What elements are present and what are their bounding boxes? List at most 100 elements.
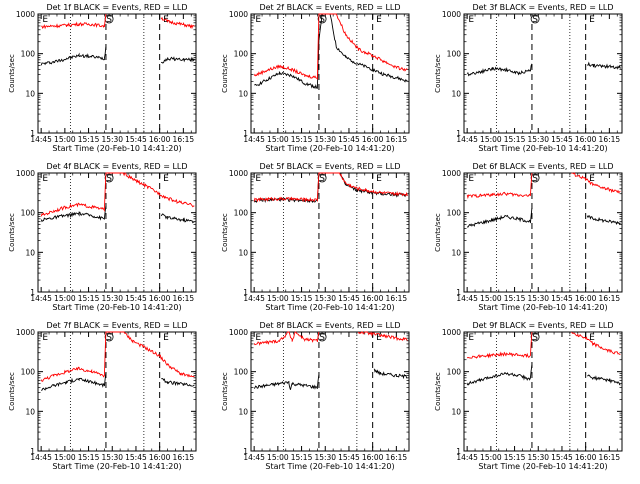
x-tick-label: 15:00	[480, 135, 502, 144]
marker-label: E	[163, 174, 169, 184]
y-tick-label: 1000	[442, 328, 461, 337]
marker-label: E	[255, 174, 261, 184]
x-tick-label: 15:30	[527, 294, 549, 303]
x-tick-label: 15:15	[291, 135, 313, 144]
x-tick-label: 14:45	[243, 294, 265, 303]
y-tick-label: 100	[21, 209, 36, 218]
x-tick-label: 16:15	[386, 294, 408, 303]
marker-circle	[104, 173, 114, 183]
plot-frame	[463, 172, 623, 293]
x-tick-label: 15:45	[338, 453, 360, 462]
y-tick-label: 100	[447, 209, 462, 218]
marker-label: S	[106, 333, 112, 343]
plot-frame	[250, 331, 410, 452]
series-line-black	[466, 61, 621, 77]
marker-label: S	[532, 333, 538, 343]
marker-label: E	[589, 15, 595, 25]
y-tick-label: 100	[234, 50, 249, 59]
plot-frame	[463, 13, 623, 134]
marker-label: S	[319, 174, 325, 184]
chart-panel-7: Det 7f BLACK = Events, RED = LLD 1 10 100 10…	[8, 321, 197, 471]
marker-circle	[317, 173, 327, 183]
series-line-black	[466, 208, 621, 228]
x-tick-label: 14:45	[243, 135, 265, 144]
y-tick-label: 1000	[442, 169, 461, 178]
x-tick-label: 15:30	[314, 294, 336, 303]
plot-frame	[37, 331, 197, 452]
x-tick-label: 15:45	[338, 294, 360, 303]
x-tick-label: 16:00	[575, 294, 597, 303]
x-tick-label: 16:15	[173, 135, 195, 144]
marker-label: S	[319, 15, 325, 25]
y-tick-label: 1000	[229, 169, 248, 178]
y-tick-label: 100	[447, 50, 462, 59]
x-tick-label: 15:45	[551, 135, 573, 144]
x-tick-label: 16:00	[149, 294, 171, 303]
y-tick-label: 1000	[229, 328, 248, 337]
x-tick-label: 16:15	[173, 453, 195, 462]
y-tick-label: 10	[238, 248, 248, 257]
x-tick-label: 15:15	[291, 294, 313, 303]
y-tick-label: 100	[447, 368, 462, 377]
marker-circle	[104, 332, 114, 342]
y-tick-label: 1000	[442, 10, 461, 19]
chart-panel-1: Det 1f BLACK = Events, RED = LLD 1 10 100 10…	[8, 3, 197, 153]
x-tick-label: 15:30	[527, 135, 549, 144]
marker-label: S	[106, 15, 112, 25]
series-line-red	[41, 13, 195, 30]
x-tick-label: 15:30	[101, 453, 123, 462]
y-axis-label: Counts/sec	[434, 213, 442, 252]
x-tick-label: 14:45	[30, 453, 52, 462]
series-line-black	[253, 368, 408, 390]
marker-label: S	[532, 174, 538, 184]
series-line-red	[40, 172, 195, 217]
y-axis-label: Counts/sec	[434, 54, 442, 93]
x-tick-label: 16:00	[362, 453, 384, 462]
series-line-red	[253, 172, 408, 203]
marker-label: E	[163, 333, 169, 343]
y-tick-label: 10	[238, 407, 248, 416]
chart-panel-4: Det 4f BLACK = Events, RED = LLD 1 10 100 10…	[8, 162, 197, 312]
y-tick-label: 1000	[16, 169, 35, 178]
x-tick-label: 15:15	[504, 135, 526, 144]
chart-title: Det 6f BLACK = Events, RED = LLD	[472, 162, 613, 171]
y-tick-label: 10	[451, 89, 461, 98]
series-line-red	[466, 331, 621, 359]
x-tick-label: 14:45	[30, 135, 52, 144]
x-tick-label: 15:30	[101, 135, 123, 144]
x-tick-label: 15:00	[480, 294, 502, 303]
series-line-black	[41, 372, 195, 391]
x-tick-label: 14:45	[243, 453, 265, 462]
x-axis-label: Start Time (20-Feb-10 14:41:20)	[478, 303, 607, 312]
y-tick-label: 1	[456, 288, 461, 297]
y-tick-label: 1	[30, 129, 35, 138]
x-tick-label: 14:45	[456, 135, 478, 144]
chart-title: Det 4f BLACK = Events, RED = LLD	[46, 162, 187, 171]
y-axis-label: Counts/sec	[221, 213, 229, 252]
chart-title: Det 3f BLACK = Events, RED = LLD	[472, 3, 613, 12]
x-tick-label: 16:00	[575, 135, 597, 144]
marker-label: S	[106, 174, 112, 184]
series-line-red	[466, 172, 621, 200]
x-axis-label: Start Time (20-Feb-10 14:41:20)	[52, 462, 181, 471]
x-tick-label: 15:00	[480, 453, 502, 462]
y-axis-label: Counts/sec	[434, 372, 442, 411]
x-tick-label: 15:30	[527, 453, 549, 462]
x-tick-label: 16:00	[362, 294, 384, 303]
y-tick-label: 1	[243, 129, 248, 138]
y-tick-label: 100	[234, 368, 249, 377]
y-axis-label: Counts/sec	[8, 54, 16, 93]
x-tick-label: 16:15	[599, 453, 621, 462]
x-tick-label: 14:45	[30, 294, 52, 303]
x-tick-label: 16:00	[149, 453, 171, 462]
x-tick-label: 15:45	[125, 453, 147, 462]
y-tick-label: 10	[451, 407, 461, 416]
y-axis-label: Counts/sec	[8, 372, 16, 411]
marker-label: E	[42, 333, 48, 343]
x-tick-label: 15:00	[267, 294, 289, 303]
y-tick-label: 10	[25, 407, 35, 416]
y-tick-label: 1	[456, 447, 461, 456]
x-tick-label: 15:00	[267, 453, 289, 462]
